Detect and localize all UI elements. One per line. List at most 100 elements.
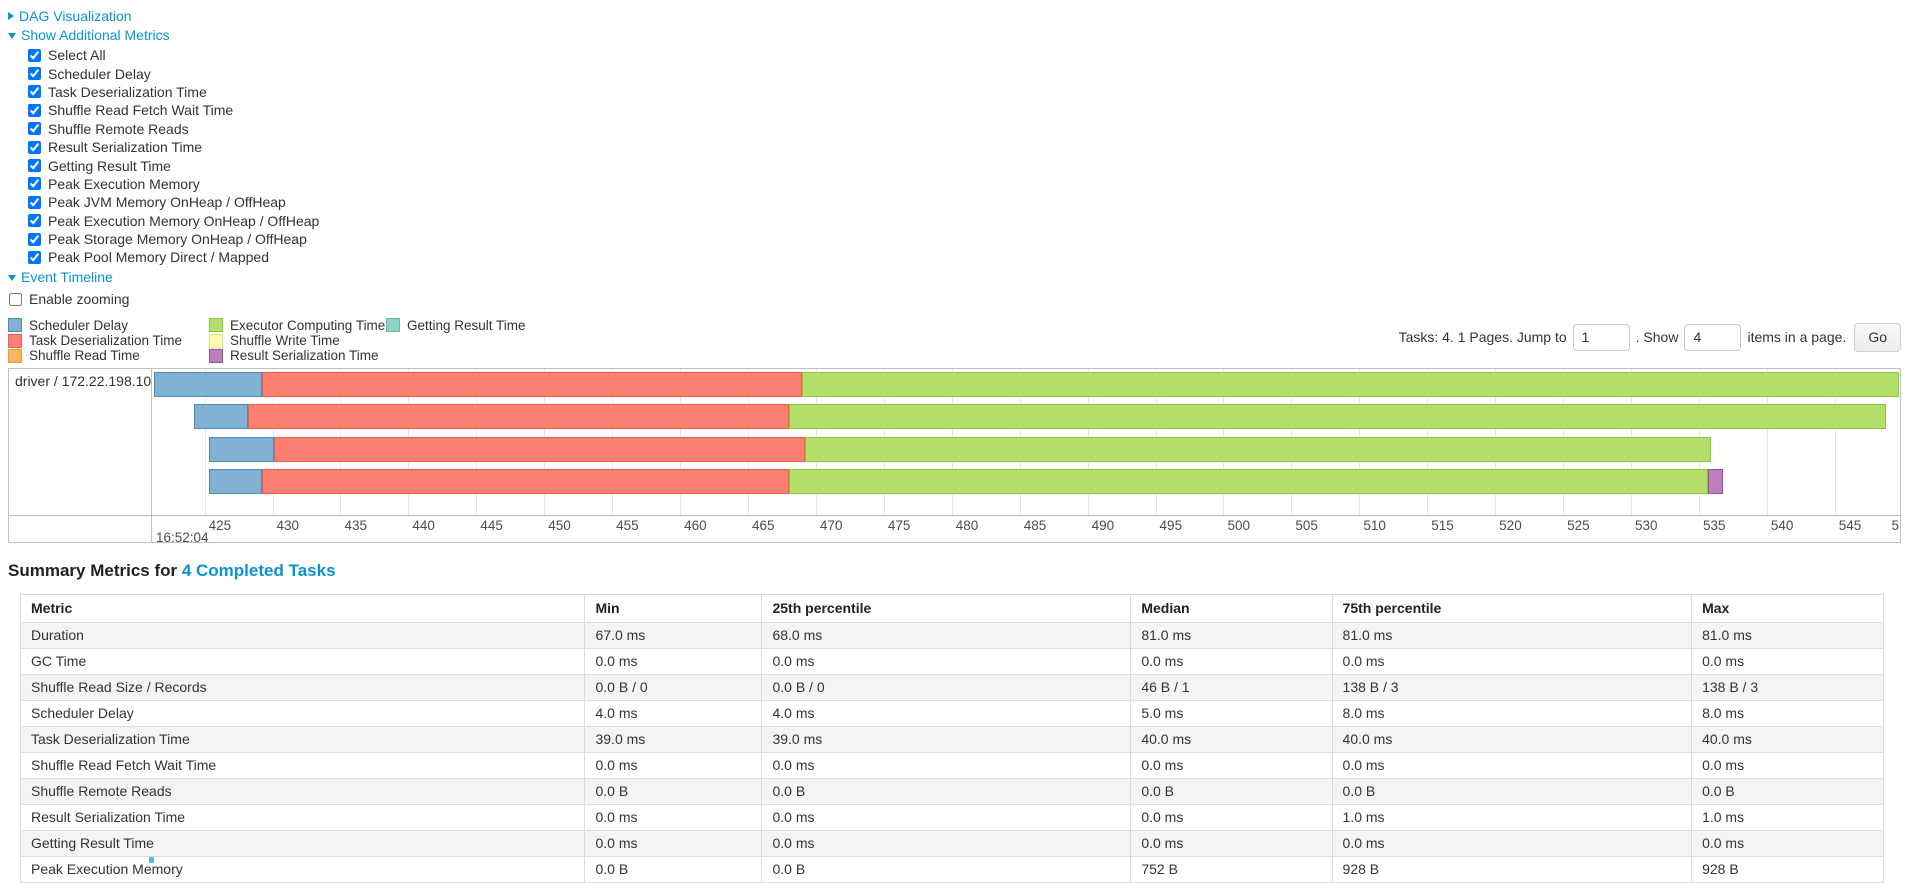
column-header-max[interactable]: Max [1691, 593, 1884, 623]
segment-scheduler-delay[interactable] [208, 469, 262, 495]
event-timeline-toggle[interactable]: Event Timeline [8, 268, 113, 287]
legend-label: Getting Result Time [407, 317, 526, 333]
legend-item-shuffle-read-time: Shuffle Read Time [8, 348, 209, 363]
items-per-page-input[interactable] [1684, 323, 1742, 351]
executor-group-label: driver / 172.22.198.104 [15, 372, 151, 389]
metric-value-cell: 1.0 ms [1331, 803, 1693, 831]
metric-value-cell: 0.0 B [1130, 777, 1333, 805]
axis-tick-label: 515 [1431, 517, 1454, 533]
axis-tick-label: 480 [955, 517, 979, 533]
column-header-metric[interactable]: Metric [19, 593, 586, 623]
metric-value-cell: 0.0 ms [1691, 647, 1884, 675]
checkbox-task-deserialization-time[interactable] [28, 85, 41, 99]
metric-checkbox-row-peak-storage-memory-onheap-offheap: Peak Storage Memory OnHeap / OffHeap [28, 230, 1901, 248]
metric-value-cell: 0.0 ms [761, 751, 1132, 779]
metric-value-cell: 81.0 ms [1130, 621, 1333, 649]
axis-tick-label: 430 [276, 517, 300, 533]
timeline-plot-area [153, 368, 1900, 515]
checkbox-peak-storage-memory-onheap-offheap[interactable] [28, 232, 41, 246]
metric-value-cell: 0.0 ms [1331, 829, 1693, 857]
checkbox-result-serialization-time[interactable] [28, 140, 41, 154]
legend-item-executor-computing-time: Executor Computing Time [209, 318, 386, 333]
axis-start-time-label: 16:52:04 [156, 529, 209, 543]
metric-value-cell: 40.0 ms [1691, 725, 1884, 753]
segment-executor-computing[interactable] [788, 404, 1887, 430]
checkbox-shuffle-remote-reads[interactable] [28, 122, 41, 136]
metric-checkbox-row-task-deserialization-time: Task Deserialization Time [28, 83, 1901, 101]
result-serialization-swatch-icon [209, 348, 223, 363]
segment-executor-computing[interactable] [788, 469, 1709, 495]
checkbox-peak-pool-memory-direct-mapped[interactable] [28, 250, 41, 264]
axis-tick-label: 470 [819, 517, 843, 533]
metric-value-cell: 39.0 ms [761, 725, 1132, 753]
metric-value-cell: 8.0 ms [1331, 699, 1693, 727]
checkbox-peak-execution-memory[interactable] [28, 177, 41, 191]
column-header-25th-percentile[interactable]: 25th percentile [761, 593, 1132, 623]
metric-value-cell: 138 B / 3 [1691, 673, 1884, 701]
metric-value-cell: 0.0 ms [584, 803, 763, 831]
metric-checkbox-row-peak-execution-memory: Peak Execution Memory [28, 175, 1901, 193]
checkbox-scheduler-delay[interactable] [28, 67, 41, 81]
metric-name-cell: Result Serialization Time [19, 803, 586, 831]
segment-task-deserialization[interactable] [261, 469, 789, 495]
timeline-task-bar-3[interactable] [208, 469, 1724, 495]
segment-task-deserialization[interactable] [273, 436, 806, 462]
metric-value-cell: 46 B / 1 [1130, 673, 1333, 701]
segment-scheduler-delay[interactable] [154, 371, 262, 397]
timeline-task-bar-1[interactable] [193, 404, 1887, 430]
metric-value-cell: 40.0 ms [1331, 725, 1693, 753]
checkbox-shuffle-read-fetch-wait-time[interactable] [28, 103, 41, 117]
shuffle-read-swatch-icon [8, 348, 22, 363]
timeline-task-bar-2[interactable] [208, 436, 1712, 462]
metric-value-cell: 0.0 B [584, 855, 763, 883]
segment-result-serialization[interactable] [1708, 469, 1724, 495]
metric-value-cell: 67.0 ms [584, 621, 763, 649]
executor-computing-swatch-icon [209, 318, 223, 333]
legend-item-getting-result-time: Getting Result Time [386, 318, 526, 333]
completed-tasks-link[interactable]: 4 Completed Tasks [181, 560, 336, 580]
metric-checkbox-row-peak-execution-memory-onheap-offheap: Peak Execution Memory OnHeap / OffHeap [28, 212, 1901, 230]
go-button[interactable]: Go [1854, 322, 1901, 352]
checkbox-label: Peak Pool Memory Direct / Mapped [48, 249, 269, 266]
segment-task-deserialization[interactable] [261, 371, 803, 397]
axis-tick-label: 485 [1023, 517, 1047, 533]
segment-executor-computing[interactable] [802, 371, 1899, 397]
metric-value-cell: 1.0 ms [1691, 803, 1884, 831]
dag-visualization-toggle[interactable]: DAG Visualization [8, 6, 132, 25]
executor-group-label-panel: driver / 172.22.198.104 [9, 368, 152, 542]
metric-row-gc-time: GC Time 0.0 ms 0.0 ms 0.0 ms 0.0 ms 0.0 ms [19, 647, 1884, 675]
metric-value-cell: 39.0 ms [584, 725, 763, 753]
segment-task-deserialization[interactable] [248, 404, 789, 430]
metric-value-cell: 0.0 ms [584, 751, 763, 779]
scheduler-delay-swatch-icon [8, 318, 22, 333]
metric-name-cell: Shuffle Read Size / Records [19, 673, 586, 701]
show-additional-metrics-toggle[interactable]: Show Additional Metrics [8, 25, 170, 44]
axis-tick-label: 505 [1295, 517, 1318, 533]
metric-value-cell: 0.0 B / 0 [761, 673, 1132, 701]
column-header-75th-percentile[interactable]: 75th percentile [1331, 593, 1693, 623]
segment-scheduler-delay[interactable] [208, 436, 274, 462]
metric-row-peak-execution-memory: Peak Execution Memory 0.0 B 0.0 B 752 B 928 … [19, 855, 1884, 883]
axis-tick-label: 455 [616, 517, 639, 533]
axis-tick-label: 500 [1227, 517, 1250, 533]
checkbox-peak-jvm-memory-onheap-offheap[interactable] [28, 195, 41, 209]
metric-value-cell: 40.0 ms [1130, 725, 1333, 753]
enable-zooming-checkbox[interactable] [9, 292, 22, 306]
jump-to-page-input[interactable] [1572, 323, 1630, 351]
column-header-median[interactable]: Median [1130, 593, 1333, 623]
segment-executor-computing[interactable] [805, 436, 1712, 462]
legend-label: Result Serialization Time [230, 348, 379, 364]
timeline-task-bar-0[interactable] [154, 371, 1899, 397]
metric-value-cell: 928 B [1691, 855, 1884, 883]
column-header-min[interactable]: Min [584, 593, 763, 623]
metric-row-result-serialization-time: Result Serialization Time 0.0 ms 0.0 ms 0.0… [19, 803, 1884, 831]
checkbox-select-all[interactable] [28, 48, 41, 62]
checkbox-getting-result-time[interactable] [28, 159, 41, 173]
metric-value-cell: 0.0 B [1691, 777, 1884, 805]
checkbox-peak-execution-memory-onheap-offheap[interactable] [28, 214, 41, 228]
legend-label: Shuffle Read Time [29, 348, 140, 364]
segment-scheduler-delay[interactable] [193, 404, 249, 430]
metric-value-cell: 4.0 ms [584, 699, 763, 727]
metric-row-getting-result-time: Getting Result Time 0.0 ms 0.0 ms 0.0 ms 0.0… [19, 829, 1884, 857]
axis-tick-label: 460 [684, 517, 707, 533]
